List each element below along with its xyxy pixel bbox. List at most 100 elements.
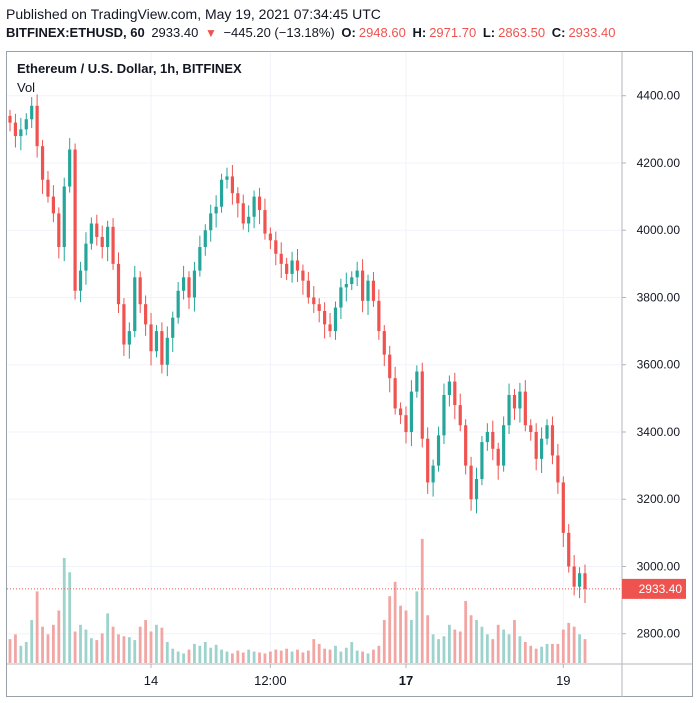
volume-bar <box>567 622 571 663</box>
volume-bar <box>372 649 375 663</box>
candle-body <box>138 277 142 305</box>
volume-bar <box>160 627 164 663</box>
volume-bar <box>464 600 468 663</box>
volume-bar <box>95 640 99 663</box>
last-price-label: 2933.40 <box>151 25 199 40</box>
candle-body <box>323 310 327 325</box>
candle-body <box>534 431 538 459</box>
candle-body <box>529 425 533 432</box>
candle-body <box>290 260 294 274</box>
candle-body <box>572 566 576 587</box>
candle-body <box>257 196 262 211</box>
volume-bar <box>268 651 272 663</box>
candle-body <box>404 415 408 432</box>
volume-bar <box>149 631 153 663</box>
time-tick-label: 14 <box>144 673 158 688</box>
change-label: −445.20 (−13.18%) <box>223 25 335 40</box>
symbol-label[interactable]: BITFINEX:ETHUSD, 60 <box>6 25 145 40</box>
volume-bar <box>35 591 39 663</box>
volume-bar <box>41 626 44 663</box>
time-tick-label: 17 <box>399 673 413 688</box>
price-tick-label: 3200.00 <box>637 492 681 506</box>
candle-body <box>171 317 175 338</box>
volume-legend: Vol <box>17 80 36 95</box>
price-tick-label: 4000.00 <box>637 223 681 237</box>
close-value: 2933.40 <box>568 25 616 40</box>
candle-body <box>106 226 110 248</box>
published-caption: Published on TradingView.com, May 19, 20… <box>6 6 381 22</box>
volume-bar <box>583 639 587 663</box>
price-tick-label: 2800.00 <box>637 627 681 641</box>
candle-body <box>409 391 414 432</box>
candle-body <box>13 122 18 137</box>
volume-bar <box>198 645 202 663</box>
candle-body <box>236 193 240 204</box>
candle-body <box>464 425 468 466</box>
candle-body <box>116 263 121 305</box>
candle-body <box>561 482 565 533</box>
candle-body <box>100 236 104 248</box>
volume-bar <box>24 641 28 663</box>
volume-bar <box>84 629 88 663</box>
candle-body <box>583 573 587 589</box>
volume-bar <box>279 650 283 663</box>
candle-body <box>57 213 61 248</box>
volume-bar <box>317 643 321 663</box>
candle-body <box>214 206 218 214</box>
volume-bar <box>572 626 576 663</box>
candle-body <box>540 438 544 459</box>
candle-body <box>496 448 500 466</box>
volume-bar <box>122 636 126 663</box>
candle-body <box>388 354 392 379</box>
volume-bar <box>30 620 34 663</box>
volume-bar <box>410 620 413 663</box>
volume-bar <box>117 634 120 663</box>
volume-bar <box>561 629 565 663</box>
volume-bar <box>513 620 516 663</box>
chart-frame <box>6 51 693 697</box>
low-value: 2863.50 <box>498 25 546 40</box>
candle-body <box>241 203 245 224</box>
candle-body <box>333 307 338 332</box>
volume-bar <box>127 637 131 663</box>
time-axis: 14 12:00 17 19 <box>7 663 693 688</box>
volume-bar <box>171 648 175 663</box>
volume-bar <box>258 652 261 663</box>
ticker-bar: BITFINEX:ETHUSD, 60 2933.40 ▼ −445.20 (−… <box>6 25 618 40</box>
candle-body <box>502 425 506 466</box>
close-label: C: <box>551 25 566 40</box>
candle-body <box>230 176 235 194</box>
volume-bar <box>133 640 137 663</box>
volume-bar <box>534 648 538 663</box>
candle-body <box>89 223 93 244</box>
volume-bar <box>182 653 185 663</box>
volume-bar <box>529 645 533 663</box>
candle-body <box>111 226 115 264</box>
volume-bar <box>415 591 419 663</box>
candle-body <box>317 304 321 311</box>
open-value: 2948.60 <box>358 25 406 40</box>
price-tick-label: 3000.00 <box>637 559 681 573</box>
volume-bar <box>350 641 354 663</box>
last-price-marker: 2933.40 <box>7 578 686 599</box>
volume-bar <box>523 641 527 663</box>
volume-bar <box>155 624 158 663</box>
volume-bar <box>312 639 316 663</box>
volume-bar <box>193 643 196 663</box>
candle-body <box>209 213 213 231</box>
candle-body <box>377 300 381 332</box>
volume-bar <box>301 652 305 663</box>
candle-body <box>436 435 441 466</box>
volume-bar <box>231 653 234 663</box>
high-value: 2971.70 <box>429 25 477 40</box>
volume-bar <box>51 624 55 663</box>
volume-bar <box>426 615 430 663</box>
candle-body <box>431 465 435 483</box>
volume-bar <box>355 650 359 663</box>
candle-body <box>24 119 28 130</box>
candle-body <box>420 371 424 439</box>
candle-body <box>371 280 376 301</box>
candle-body <box>485 431 489 443</box>
candlesticks <box>8 94 587 604</box>
